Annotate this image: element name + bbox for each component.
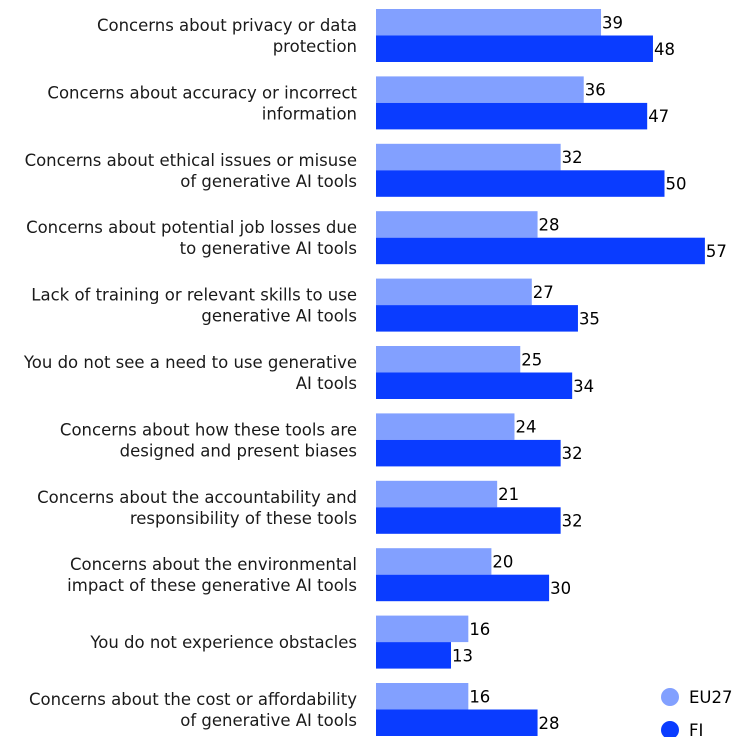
category-label-line: of generative AI tools xyxy=(180,172,357,191)
category-label-line: responsibility of these tools xyxy=(130,509,357,528)
bar-eu27 xyxy=(376,615,469,643)
data-label-fi: 30 xyxy=(550,579,571,598)
bar-fi xyxy=(376,305,578,332)
data-label-fi: 47 xyxy=(648,107,669,126)
data-label-eu27: 25 xyxy=(521,350,542,369)
category-label-line: Concerns about ethical issues or misuse xyxy=(25,151,357,170)
category-label-line: generative AI tools xyxy=(201,307,357,326)
data-label-eu27: 39 xyxy=(602,13,623,32)
data-label-eu27: 32 xyxy=(562,148,583,167)
data-label-eu27: 36 xyxy=(585,81,606,100)
category-label-line: Lack of training or relevant skills to u… xyxy=(31,286,357,305)
bar-fi xyxy=(376,372,573,399)
category-label: Concerns about ethical issues or misuse o… xyxy=(25,151,357,191)
category-label-line: You do not see a need to use generative xyxy=(23,353,357,372)
category-label-line: You do not experience obstacles xyxy=(89,633,357,652)
category-label-line: impact of these generative AI tools xyxy=(67,576,357,595)
data-label-eu27: 27 xyxy=(533,283,554,302)
data-label-fi: 32 xyxy=(562,512,583,531)
category-label: Concerns about potential job losses due t… xyxy=(26,218,357,258)
category-labels: Concerns about privacy or data protection… xyxy=(23,16,358,730)
bar-fi xyxy=(376,170,665,197)
bar-fi xyxy=(376,642,452,669)
legend-label-fi: FI xyxy=(689,721,703,737)
data-label-eu27: 16 xyxy=(469,687,490,706)
category-label-line: to generative AI tools xyxy=(180,239,357,258)
bar-eu27 xyxy=(376,9,602,36)
bar-eu27 xyxy=(376,143,561,171)
category-label-line: designed and present biases xyxy=(120,441,357,460)
bar-eu27 xyxy=(376,480,498,508)
data-label-eu27: 28 xyxy=(539,215,560,234)
category-label: Concerns about the cost or affordability… xyxy=(29,690,357,730)
data-label-eu27: 16 xyxy=(469,620,490,639)
data-label-eu27: 20 xyxy=(492,552,513,571)
bars: 39 48 36 47 32 50 28 57 27 35 25 34 24 32 21 32 20 30 16 13… xyxy=(376,9,727,736)
bar-fi xyxy=(376,574,550,602)
category-label: Concerns about the environmental impact o… xyxy=(67,555,357,595)
category-label-line: of generative AI tools xyxy=(180,711,357,730)
data-label-fi: 50 xyxy=(666,175,687,194)
category-label: Lack of training or relevant skills to u… xyxy=(31,286,357,326)
data-label-fi: 13 xyxy=(452,646,473,665)
bar-eu27 xyxy=(376,548,492,575)
category-label: You do not experience obstacles xyxy=(89,633,357,652)
bar-eu27 xyxy=(376,76,584,103)
legend-swatch-eu27 xyxy=(661,688,679,706)
category-label: Concerns about the accountability and res… xyxy=(37,488,357,528)
data-label-fi: 34 xyxy=(573,377,594,396)
bar-fi xyxy=(376,35,653,62)
data-label-fi: 57 xyxy=(706,242,727,261)
category-label: Concerns about privacy or data protection xyxy=(97,16,357,56)
bar-eu27 xyxy=(376,683,469,710)
category-label-line: Concerns about privacy or data xyxy=(97,16,357,35)
category-label-line: information xyxy=(262,104,357,123)
legend-swatch-fi xyxy=(661,721,679,737)
legend-label-eu27: EU27 xyxy=(689,688,732,707)
legend: EU27 FI xyxy=(661,688,732,737)
bar-fi xyxy=(376,237,705,265)
category-label-line: Concerns about accuracy or incorrect xyxy=(47,83,357,102)
category-label-line: Concerns about the cost or affordability xyxy=(29,690,357,709)
category-label-line: Concerns about the accountability and xyxy=(37,488,357,507)
data-label-fi: 48 xyxy=(654,40,675,59)
category-label-line: AI tools xyxy=(296,374,357,393)
data-label-fi: 28 xyxy=(539,714,560,733)
bar-fi xyxy=(376,439,561,467)
category-label-line: Concerns about the environmental xyxy=(70,555,357,574)
bar-eu27 xyxy=(376,413,515,440)
category-label: Concerns about accuracy or incorrect info… xyxy=(47,83,357,123)
bar-fi xyxy=(376,709,538,736)
data-label-fi: 32 xyxy=(562,444,583,463)
data-label-fi: 35 xyxy=(579,309,600,328)
bar-fi xyxy=(376,507,561,534)
bar-eu27 xyxy=(376,211,538,238)
category-label-line: Concerns about potential job losses due xyxy=(26,218,357,237)
category-label: You do not see a need to use generative A… xyxy=(23,353,357,393)
category-label-line: Concerns about how these tools are xyxy=(60,420,357,439)
data-label-eu27: 21 xyxy=(498,485,519,504)
bar-fi xyxy=(376,102,648,130)
bar-eu27 xyxy=(376,278,532,306)
category-label-line: protection xyxy=(273,37,357,56)
bar-eu27 xyxy=(376,346,521,373)
category-label: Concerns about how these tools are design… xyxy=(60,420,357,460)
data-label-eu27: 24 xyxy=(515,418,536,437)
